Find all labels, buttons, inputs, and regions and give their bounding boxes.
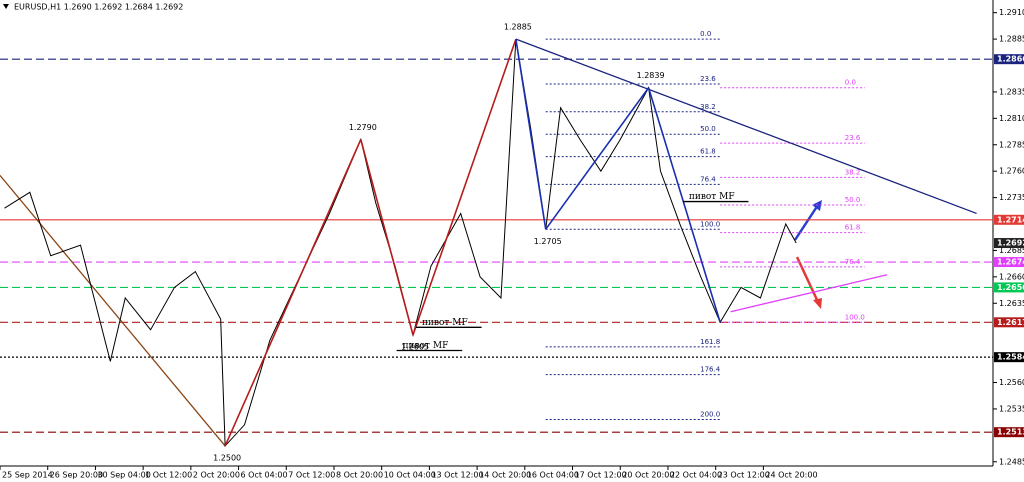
price-level-label: 1.2866: [997, 55, 1024, 64]
trendline: [515, 38, 977, 215]
x-tick-label: 10 Oct 04:00: [384, 471, 436, 480]
price-level-box: [994, 257, 1024, 268]
price-level-label: 1.2617: [997, 318, 1024, 327]
zigzag-label: 1.2790: [349, 123, 377, 132]
x-tick-label: 1 Oct 12:00: [145, 471, 192, 480]
y-tick-label: 1.2535: [999, 404, 1024, 413]
zigzag-leg: [515, 38, 547, 230]
zigzag-leg: [360, 139, 414, 336]
zigzag-label: 1.2605: [401, 342, 429, 351]
price-level-label: 1.2692: [997, 239, 1024, 248]
fib-label: 50.0: [845, 196, 861, 204]
fib-label: 161.8: [700, 338, 720, 346]
x-tick-label: 24 Oct 20:00: [765, 471, 817, 480]
zigzag-label: 1.2839: [637, 71, 665, 80]
y-tick-label: 1.2785: [999, 140, 1024, 149]
pivot-label: пивот MF: [422, 318, 468, 328]
arrow-up-head: [812, 200, 822, 211]
y-tick-label: 1.2760: [999, 167, 1024, 176]
zigzag-label: 1.2500: [213, 453, 241, 462]
x-tick-label: 23 Oct 12:00: [718, 471, 770, 480]
arrow-down-head: [813, 298, 822, 309]
y-tick-label: 1.2635: [999, 299, 1024, 308]
fib-label: 200.0: [700, 411, 720, 419]
pivot-label: пивот MF: [403, 341, 449, 351]
fib-label: 50.0: [700, 125, 716, 133]
x-tick-label: 7 Oct 12:00: [288, 471, 335, 480]
fib-label: 23.6: [700, 75, 716, 83]
y-tick-label: 1.2910: [999, 8, 1024, 17]
x-tick-label: 30 Sep 04:00: [97, 471, 150, 480]
x-tick-label: 2 Oct 20:00: [193, 471, 240, 480]
fib-label: 176.4: [700, 366, 721, 374]
x-tick-label: 26 Sep 20:00: [50, 471, 103, 480]
y-tick-label: 1.2685: [999, 246, 1024, 255]
fib-label: 61.8: [700, 148, 716, 156]
fib-label: 38.2: [700, 103, 716, 111]
y-tick-label: 1.2810: [999, 114, 1024, 123]
arrow-up: [793, 204, 820, 241]
price-level-label: 1.2584: [997, 353, 1024, 362]
price-level-label: 1.2714: [997, 215, 1024, 224]
fib-label: 61.8: [845, 224, 861, 232]
trendline: [0, 174, 226, 447]
zigzag-leg: [545, 87, 650, 230]
zigzag-label: 1.2885: [504, 23, 532, 32]
x-tick-label: 6 Oct 04:00: [241, 471, 288, 480]
x-tick-label: 17 Oct 12:00: [575, 471, 627, 480]
x-tick-label: 8 Oct 20:00: [336, 471, 383, 480]
x-tick-label: 20 Oct 20:00: [622, 471, 674, 480]
x-tick-label: 14 Oct 20:00: [479, 471, 531, 480]
y-tick-label: 1.2835: [999, 87, 1024, 96]
fib-label: 76.4: [845, 258, 861, 266]
chart-title: EURUSD,H1 1.2690 1.2692 1.2684 1.2692: [14, 3, 183, 12]
fib-label: 100.0: [700, 220, 720, 228]
fib-label: 0.0: [700, 30, 711, 38]
y-tick-label: 1.2660: [999, 272, 1024, 281]
title-icon: [3, 4, 9, 9]
fib-label: 76.4: [700, 175, 716, 183]
zigzag-leg: [647, 87, 721, 323]
y-tick-label: 1.2735: [999, 193, 1024, 202]
fib-label: 23.6: [845, 134, 861, 142]
zigzag-leg: [412, 38, 517, 336]
fib-label: 38.2: [845, 168, 861, 176]
price-level-box: [994, 282, 1024, 293]
price-level-label: 1.2513: [997, 428, 1024, 437]
zigzag-label: 1.2705: [534, 237, 562, 246]
price-level-box: [994, 238, 1024, 249]
y-tick-label: 1.2485: [999, 457, 1024, 466]
arrow-down: [795, 256, 820, 303]
x-tick-label: 13 Oct 12:00: [431, 471, 483, 480]
trendline: [730, 274, 888, 313]
x-tick-label: 25 Sep 2014: [2, 471, 53, 480]
y-tick-label: 1.2560: [999, 378, 1024, 387]
pivot-label: пивот MF: [689, 192, 735, 202]
price-level-box: [994, 427, 1024, 438]
price-level-label: 1.2674: [997, 258, 1024, 267]
x-tick-label: 22 Oct 04:00: [670, 471, 722, 480]
arrows: [793, 200, 822, 309]
fib-label: 100.0: [845, 313, 865, 321]
price-line: [4, 39, 797, 448]
fib-label: 0.0: [845, 79, 856, 87]
price-level-box: [994, 352, 1024, 363]
x-tick-label: 16 Oct 04:00: [527, 471, 579, 480]
price-level-box: [994, 214, 1024, 225]
price-level-box: [994, 54, 1024, 65]
price-level-box: [994, 317, 1024, 328]
zigzag-leg: [224, 139, 362, 447]
y-tick-label: 1.2885: [999, 35, 1024, 44]
price-level-label: 1.2650: [997, 283, 1024, 292]
